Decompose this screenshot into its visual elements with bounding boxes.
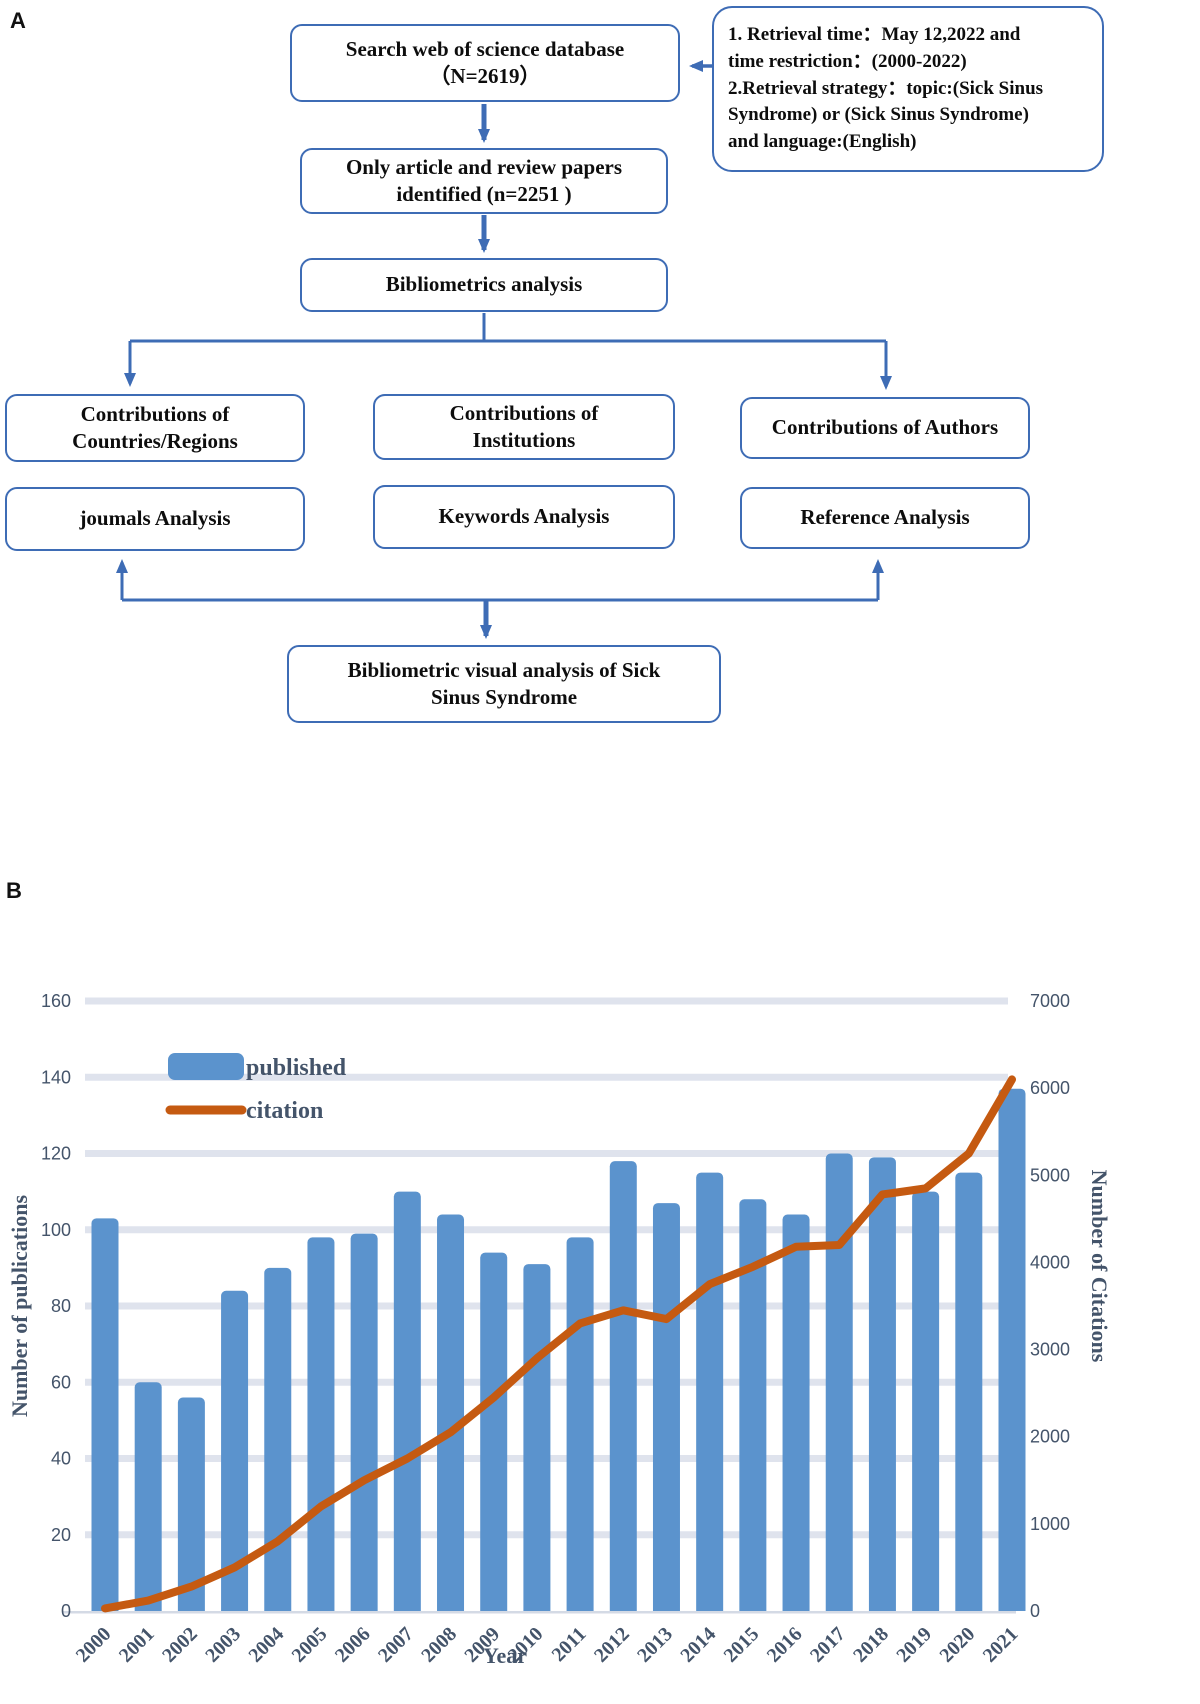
x-tick-2001: 2001 xyxy=(115,1623,159,1667)
right-tick-7000: 7000 xyxy=(1030,991,1070,1011)
bar-2018 xyxy=(868,1157,896,1611)
x-tick-2018: 2018 xyxy=(849,1623,893,1667)
x-tick-2015: 2015 xyxy=(720,1623,764,1667)
flow-box-journals: joumals Analysis xyxy=(5,487,305,551)
flow-box-reference: Reference Analysis xyxy=(740,487,1030,549)
x-tick-2008: 2008 xyxy=(417,1623,461,1667)
panel-a-label: A xyxy=(10,8,26,33)
bar-2014 xyxy=(696,1172,724,1611)
right-tick-4000: 4000 xyxy=(1030,1252,1070,1272)
left-tick-0: 0 xyxy=(61,1601,71,1621)
left-tick-20: 20 xyxy=(51,1525,71,1545)
bar-2020 xyxy=(955,1172,983,1611)
gridline-160 xyxy=(85,997,1008,1005)
legend: published citation xyxy=(165,1053,347,1124)
x-tick-2003: 2003 xyxy=(201,1623,245,1667)
x-axis-title: Year xyxy=(483,1643,527,1668)
flow-box-countries: Contributions of Countries/Regions xyxy=(5,394,305,462)
x-tick-2005: 2005 xyxy=(288,1623,332,1667)
bar-2005 xyxy=(307,1237,335,1611)
bar-2009 xyxy=(480,1252,508,1611)
gridline-120 xyxy=(85,1150,1008,1157)
flow-box-retrieval-note: 1. Retrieval time：May 12,2022 and time r… xyxy=(712,6,1104,172)
x-tick-2012: 2012 xyxy=(590,1623,634,1667)
flow-box-final: Bibliometric visual analysis of Sick Sin… xyxy=(287,645,721,723)
x-tick-2014: 2014 xyxy=(676,1623,720,1667)
flow-box-keywords: Keywords Analysis xyxy=(373,485,675,549)
right-tick-5000: 5000 xyxy=(1030,1165,1070,1185)
x-tick-2002: 2002 xyxy=(158,1623,202,1667)
gridline-140 xyxy=(85,1073,1008,1081)
bar-2010 xyxy=(523,1264,551,1611)
x-tick-2004: 2004 xyxy=(244,1623,288,1667)
flow-box-bibliometrics: Bibliometrics analysis xyxy=(300,258,668,312)
bar-2012 xyxy=(609,1161,637,1611)
panel-b-label: B xyxy=(6,878,22,903)
bar-2015 xyxy=(739,1199,767,1611)
publications-citations-chart: 0 20 40 60 80 100 120 140 160 0 1000 2000 3000 4000 50… xyxy=(7,991,1112,1668)
flow-box-search-database: Search web of science database （N=2619） xyxy=(290,24,680,102)
left-tick-100: 100 xyxy=(41,1220,71,1240)
x-tick-2007: 2007 xyxy=(374,1623,418,1667)
bar-2007 xyxy=(393,1191,421,1611)
bar-2016 xyxy=(782,1214,810,1611)
flow-box-institutions: Contributions of Institutions xyxy=(373,394,675,460)
legend-published-label: published xyxy=(246,1055,347,1081)
x-tick-2006: 2006 xyxy=(331,1623,375,1667)
bar-2006 xyxy=(350,1233,378,1611)
x-tick-2000: 2000 xyxy=(72,1623,116,1667)
x-axis-line xyxy=(63,1611,1016,1614)
flow-box-identified: Only article and review papers identifie… xyxy=(300,148,668,214)
flow-box-authors: Contributions of Authors xyxy=(740,397,1030,459)
bar-2017 xyxy=(825,1153,853,1611)
citation-line xyxy=(101,1075,1016,1613)
bars-series-published xyxy=(91,1088,1026,1611)
x-tick-2017: 2017 xyxy=(806,1623,850,1667)
legend-citation-label: citation xyxy=(246,1098,323,1124)
legend-published-swatch xyxy=(168,1053,244,1080)
x-tick-2013: 2013 xyxy=(633,1623,677,1667)
bar-2021 xyxy=(998,1088,1026,1611)
x-tick-2011: 2011 xyxy=(548,1623,591,1666)
right-axis-title: Number of Citations xyxy=(1087,1170,1112,1363)
bar-2001 xyxy=(134,1382,162,1611)
left-tick-60: 60 xyxy=(51,1372,71,1392)
left-tick-80: 80 xyxy=(51,1296,71,1316)
left-tick-160: 160 xyxy=(41,991,71,1011)
x-tick-2020: 2020 xyxy=(936,1623,980,1667)
bar-2000 xyxy=(91,1218,119,1611)
bar-2004 xyxy=(264,1267,292,1611)
left-axis-title: Number of publications xyxy=(7,1195,32,1418)
right-tick-6000: 6000 xyxy=(1030,1078,1070,1098)
x-tick-2021: 2021 xyxy=(979,1623,1023,1667)
right-tick-1000: 1000 xyxy=(1030,1514,1070,1534)
left-tick-140: 140 xyxy=(41,1067,71,1087)
gridline-100 xyxy=(85,1226,1008,1234)
right-tick-2000: 2000 xyxy=(1030,1427,1070,1447)
x-tick-2016: 2016 xyxy=(763,1623,807,1667)
left-tick-40: 40 xyxy=(51,1449,71,1469)
right-tick-0: 0 xyxy=(1030,1601,1040,1621)
bar-2011 xyxy=(566,1237,594,1611)
x-tick-2019: 2019 xyxy=(892,1623,936,1667)
bar-2008 xyxy=(437,1214,465,1611)
left-tick-120: 120 xyxy=(41,1144,71,1164)
right-tick-3000: 3000 xyxy=(1030,1340,1070,1360)
bar-2002 xyxy=(177,1397,205,1611)
bar-2003 xyxy=(221,1290,249,1611)
bar-2019 xyxy=(912,1191,940,1611)
bar-2013 xyxy=(652,1203,680,1611)
